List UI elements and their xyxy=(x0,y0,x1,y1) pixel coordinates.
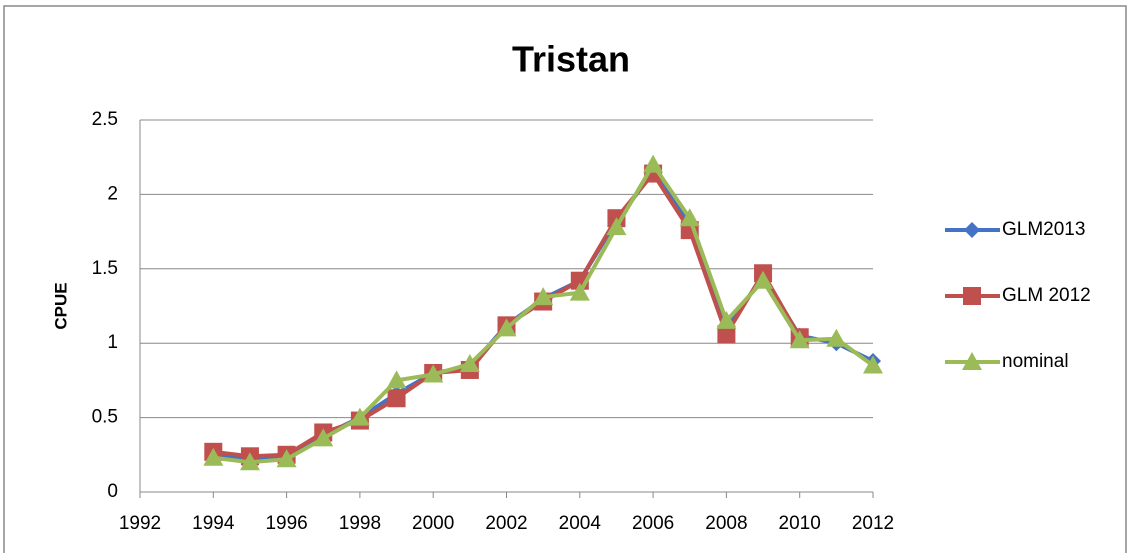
x-tick-label: 2008 xyxy=(705,513,747,534)
y-tick-label: 0.5 xyxy=(92,407,118,428)
x-tick-label: 2002 xyxy=(485,513,527,534)
marker xyxy=(963,287,981,305)
x-tick-label: 2000 xyxy=(412,513,454,534)
y-axis-label: CPUE xyxy=(51,282,70,329)
legend-label: nominal xyxy=(1002,351,1069,372)
marker xyxy=(533,287,554,306)
legend-label: GLM 2012 xyxy=(1002,285,1091,306)
chart-title: Tristan xyxy=(512,39,630,80)
marker xyxy=(239,452,260,471)
marker xyxy=(606,217,627,236)
x-tick-label: 1996 xyxy=(265,513,307,534)
y-tick-label: 0 xyxy=(107,481,118,502)
x-tick-label: 1994 xyxy=(192,513,235,534)
marker xyxy=(459,354,480,373)
x-tick-label: 2006 xyxy=(632,513,674,534)
y-tick-label: 1 xyxy=(107,332,118,353)
y-tick-label: 2 xyxy=(107,183,118,204)
x-tick-label: 1998 xyxy=(339,513,381,534)
marker xyxy=(962,352,982,370)
marker xyxy=(386,370,407,389)
marker xyxy=(349,407,370,426)
marker xyxy=(716,310,737,329)
marker xyxy=(569,282,590,301)
marker xyxy=(276,449,297,468)
x-tick-label: 2004 xyxy=(559,513,602,534)
marker xyxy=(679,208,700,227)
marker xyxy=(863,355,883,374)
y-tick-label: 1.5 xyxy=(92,258,118,279)
marker xyxy=(203,447,224,466)
x-tick-label: 2010 xyxy=(779,513,821,534)
chart-frame xyxy=(3,5,1127,553)
y-tick-label: 2.5 xyxy=(92,109,118,130)
marker xyxy=(423,364,444,383)
legend-label: GLM2013 xyxy=(1002,219,1085,240)
marker xyxy=(313,428,334,447)
x-tick-label: 2012 xyxy=(852,513,894,534)
marker xyxy=(964,222,980,238)
marker xyxy=(387,389,406,408)
marker xyxy=(789,330,810,349)
marker xyxy=(753,270,774,289)
marker xyxy=(826,328,847,347)
marker xyxy=(496,318,517,337)
marker xyxy=(717,325,736,344)
marker xyxy=(643,154,664,173)
x-tick-label: 1992 xyxy=(119,513,161,534)
